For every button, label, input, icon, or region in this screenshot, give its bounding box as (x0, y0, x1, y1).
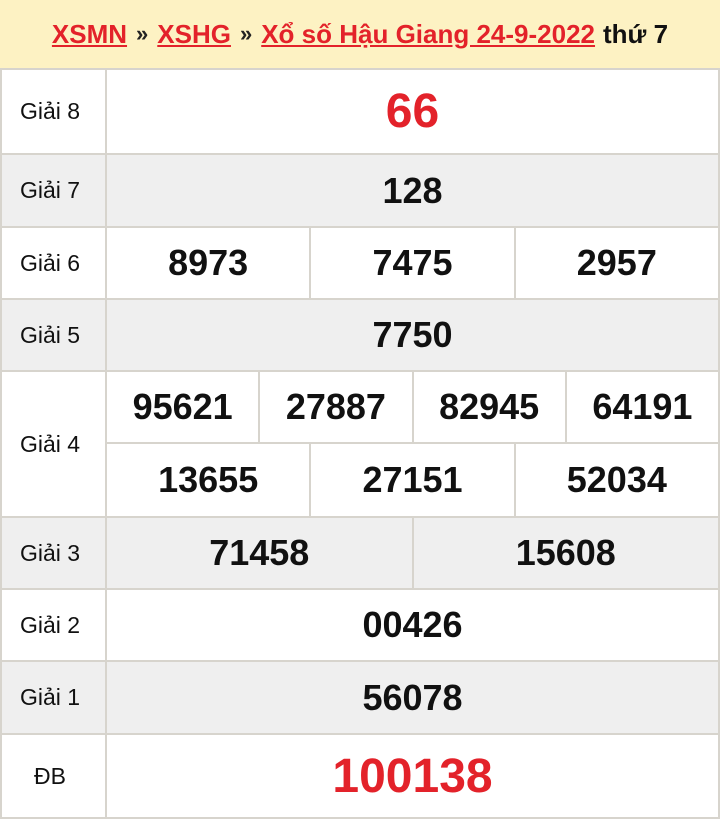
breadcrumb-separator: » (136, 21, 149, 46)
prize-label: Giải 2 (0, 588, 107, 662)
prize-label: Giải 4 (0, 370, 107, 518)
prize-label: Giải 1 (0, 660, 107, 735)
link-xsmn[interactable]: XSMN (51, 18, 128, 49)
prize-number: 95621 (132, 386, 233, 427)
prize-number: 00426 (105, 588, 720, 662)
prize-label: ĐB (0, 733, 107, 819)
prize-number: 27151 (309, 444, 513, 516)
prize-row-3: Giải 3 71458 15608 (0, 516, 720, 590)
prize-label: Giải 3 (0, 516, 107, 590)
prize-label: Giải 6 (0, 226, 107, 300)
prize-number: 7475 (309, 228, 513, 298)
link-result-date[interactable]: Xổ số Hậu Giang 24-9-2022 (261, 18, 596, 49)
breadcrumb: XSMN » XSHG » Xổ số Hậu Giang 24-9-2022 … (0, 0, 720, 68)
prize-row-4: Giải 4 95621 27887 82945 64191 13655 271… (0, 370, 720, 518)
prize-label: Giải 7 (0, 153, 107, 228)
weekday: thứ 7 (603, 18, 669, 49)
prize-number: 82945 (411, 372, 565, 442)
prize-label: Giải 5 (0, 298, 107, 372)
prize-row-6: Giải 6 8973 7475 2957 (0, 226, 720, 300)
prize-number: 52034 (513, 444, 718, 516)
prize-number: 56078 (105, 660, 720, 735)
prize-number: 71458 (209, 532, 310, 573)
link-xshg[interactable]: XSHG (157, 18, 231, 49)
breadcrumb-separator: » (239, 21, 253, 46)
special-prize-number: 100138 (105, 733, 720, 819)
prize-row-2: Giải 2 00426 (0, 588, 720, 662)
prize-number: 2957 (513, 228, 718, 298)
prize-row-5: Giải 5 7750 (0, 298, 720, 372)
prize-row-7: Giải 7 128 (0, 153, 720, 228)
prize-number: 64191 (564, 372, 718, 442)
prize-row-1: Giải 1 56078 (0, 660, 720, 735)
prize-number: 7750 (105, 298, 720, 372)
prize-row-8: Giải 8 66 (0, 68, 720, 155)
prize-number: 66 (105, 68, 720, 155)
prize-row-special: ĐB 100138 (0, 733, 720, 819)
prize-number: 15608 (411, 518, 719, 588)
results-table: Giải 8 66 Giải 7 128 Giải 6 8973 7475 29… (0, 68, 720, 819)
prize-label: Giải 8 (0, 68, 107, 155)
prize-number: 8973 (168, 242, 249, 283)
prize-number: 13655 (158, 459, 259, 500)
prize-number: 27887 (258, 372, 411, 442)
prize-number: 128 (105, 153, 720, 228)
